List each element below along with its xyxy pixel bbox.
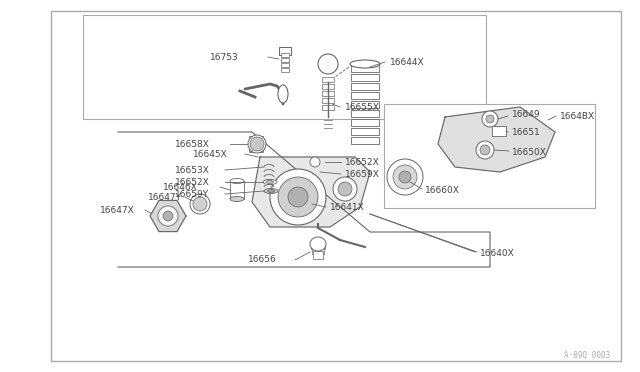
Circle shape bbox=[393, 165, 417, 189]
Bar bbox=[322, 77, 334, 82]
Ellipse shape bbox=[230, 179, 244, 183]
Bar bbox=[281, 68, 289, 72]
Circle shape bbox=[163, 211, 173, 221]
Text: 16660X: 16660X bbox=[425, 186, 460, 195]
Text: 16658X: 16658X bbox=[175, 140, 210, 148]
Bar bbox=[384, 104, 595, 208]
Bar bbox=[351, 74, 379, 81]
Ellipse shape bbox=[248, 135, 266, 153]
Circle shape bbox=[338, 182, 352, 196]
Bar bbox=[312, 246, 324, 254]
Text: 16659Y: 16659Y bbox=[175, 189, 209, 199]
Bar bbox=[51, 11, 621, 361]
Polygon shape bbox=[150, 201, 186, 232]
Text: 16647Y: 16647Y bbox=[148, 192, 182, 202]
Bar bbox=[322, 105, 334, 110]
Circle shape bbox=[278, 177, 318, 217]
Circle shape bbox=[250, 137, 264, 151]
Bar bbox=[351, 65, 379, 72]
Bar bbox=[351, 110, 379, 117]
Text: 16655X: 16655X bbox=[345, 103, 380, 112]
Polygon shape bbox=[438, 107, 555, 172]
Bar bbox=[251, 136, 261, 152]
Bar bbox=[351, 137, 379, 144]
Bar bbox=[83, 15, 486, 119]
Bar bbox=[322, 84, 334, 89]
Text: 16640X: 16640X bbox=[480, 250, 515, 259]
Ellipse shape bbox=[350, 60, 380, 68]
Ellipse shape bbox=[278, 85, 288, 103]
Circle shape bbox=[482, 111, 498, 127]
Circle shape bbox=[288, 187, 308, 207]
Ellipse shape bbox=[266, 180, 273, 183]
Bar bbox=[322, 91, 334, 96]
Text: 16653X: 16653X bbox=[175, 166, 210, 174]
Bar bbox=[351, 83, 379, 90]
Text: 16651: 16651 bbox=[512, 128, 541, 137]
Circle shape bbox=[486, 115, 494, 123]
Bar bbox=[351, 119, 379, 126]
Bar bbox=[250, 136, 262, 152]
Bar bbox=[311, 241, 325, 249]
Ellipse shape bbox=[263, 180, 277, 185]
Bar bbox=[492, 126, 506, 136]
Text: 16646X: 16646X bbox=[163, 183, 198, 192]
Bar bbox=[351, 128, 379, 135]
Text: 16644X: 16644X bbox=[390, 58, 424, 67]
Bar bbox=[279, 47, 291, 55]
Bar bbox=[351, 92, 379, 99]
Circle shape bbox=[318, 54, 338, 74]
Text: 16641X: 16641X bbox=[330, 202, 365, 212]
Bar bbox=[281, 53, 289, 57]
Circle shape bbox=[270, 169, 326, 225]
Ellipse shape bbox=[230, 196, 244, 202]
Bar bbox=[281, 63, 289, 67]
Circle shape bbox=[399, 171, 411, 183]
Bar bbox=[281, 58, 289, 62]
Bar bbox=[351, 101, 379, 108]
Text: 16652X: 16652X bbox=[345, 157, 380, 167]
Ellipse shape bbox=[190, 194, 210, 214]
Bar bbox=[322, 98, 334, 103]
Circle shape bbox=[333, 177, 357, 201]
Bar bbox=[230, 181, 244, 199]
Text: 16656: 16656 bbox=[248, 256, 276, 264]
Bar bbox=[249, 136, 263, 152]
Text: 16659X: 16659X bbox=[345, 170, 380, 179]
Ellipse shape bbox=[310, 237, 326, 251]
Text: 16645X: 16645X bbox=[193, 150, 228, 158]
Circle shape bbox=[387, 159, 423, 195]
Text: 16753: 16753 bbox=[210, 52, 239, 61]
Circle shape bbox=[310, 157, 320, 167]
Circle shape bbox=[158, 206, 178, 226]
Text: A·89Q 0003: A·89Q 0003 bbox=[564, 351, 610, 360]
Polygon shape bbox=[252, 157, 370, 227]
Ellipse shape bbox=[268, 189, 275, 192]
Bar bbox=[313, 251, 323, 259]
Circle shape bbox=[193, 197, 207, 211]
Text: 16652X: 16652X bbox=[175, 177, 210, 186]
Text: 1664BX: 1664BX bbox=[560, 112, 595, 121]
Text: 16649: 16649 bbox=[512, 109, 541, 119]
Circle shape bbox=[480, 145, 490, 155]
Text: 16650X: 16650X bbox=[512, 148, 547, 157]
Text: 16647X: 16647X bbox=[100, 205, 135, 215]
Ellipse shape bbox=[264, 189, 278, 193]
Circle shape bbox=[476, 141, 494, 159]
